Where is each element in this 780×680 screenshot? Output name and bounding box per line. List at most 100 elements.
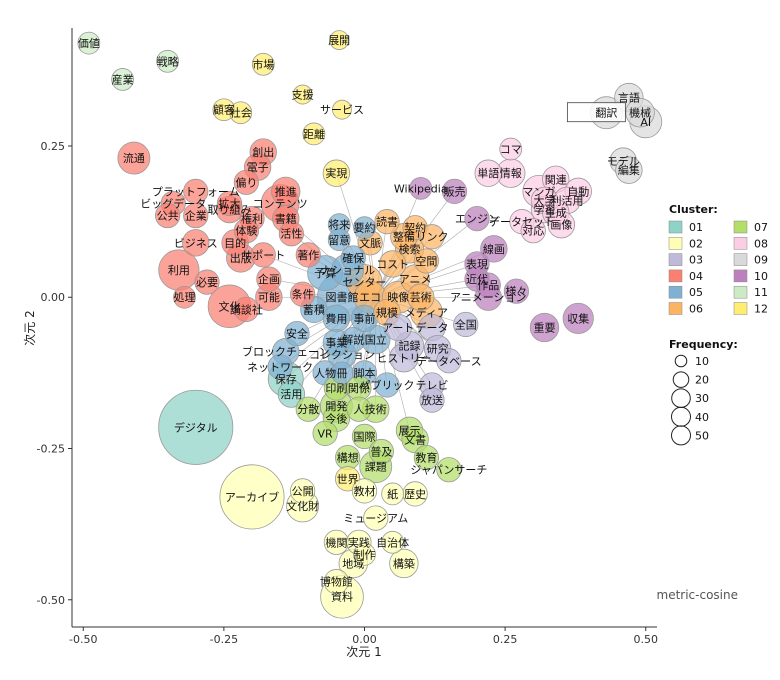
word-label-近代: 近代 <box>466 273 488 286</box>
word-label-コレクション: コレクション <box>309 349 375 362</box>
bubble-教育 <box>413 444 439 471</box>
cluster-label-01: 01 <box>689 221 703 234</box>
bubble-サポート <box>250 242 276 268</box>
word-label-文書: 文書 <box>404 432 426 446</box>
word-label-事業: 事業 <box>325 337 347 350</box>
bubble-空間 <box>413 248 439 274</box>
size-label-10: 10 <box>695 355 709 368</box>
cluster-swatch-02 <box>668 237 683 250</box>
size-circle-50 <box>671 425 691 446</box>
word-label-アニメ: アニメ <box>399 273 432 286</box>
word-label-国立: 国立 <box>365 333 387 347</box>
word-label-留意: 留意 <box>328 233 350 247</box>
axes: -0.50 -0.25 0.00 0.25 0.50 -0.50 -0.25 0.00 0.2… <box>23 28 658 659</box>
word-label-事前: 事前 <box>354 311 376 325</box>
word-label-必要: 必要 <box>196 276 218 289</box>
word-label-社会: 社会 <box>230 106 252 120</box>
word-label-産業: 産業 <box>112 73 134 86</box>
word-label-利用: 利用 <box>168 264 190 277</box>
word-label-検索: 検索 <box>399 242 421 256</box>
word-label-エンジン: エンジン <box>455 213 499 226</box>
word-label-研究: 研究 <box>427 342 449 356</box>
bubble-Wikipedia <box>409 176 433 200</box>
metric-annotation: metric-cosine <box>657 588 739 602</box>
word-label-流通: 流通 <box>123 151 145 165</box>
cluster-label-07: 07 <box>754 221 768 234</box>
x-tick-label: 0.25 <box>493 633 518 646</box>
word-label-機関: 機関 <box>325 535 347 549</box>
cluster-label-11: 11 <box>754 286 768 299</box>
bubble-留意 <box>327 228 351 252</box>
word-label-取り組み: 取り組み <box>208 204 252 217</box>
word-label-ミュージアム: ミュージアム <box>343 512 408 525</box>
word-label-自動: 自動 <box>567 184 589 198</box>
bubble-戦略 <box>156 49 179 73</box>
word-label-利活用: 利活用 <box>551 194 584 207</box>
word-label-予算: 予算 <box>314 266 336 280</box>
cluster-label-05: 05 <box>689 286 703 299</box>
cluster-swatch-04 <box>668 269 683 283</box>
word-label-プラットフォーム: プラットフォーム <box>152 185 240 198</box>
word-label-博物館: 博物館 <box>320 575 353 589</box>
cluster-swatch-05 <box>668 285 683 299</box>
word-label-公開: 公開 <box>292 485 314 498</box>
word-label-創出: 創出 <box>252 145 274 159</box>
bubble-解説 <box>340 327 366 353</box>
word-label-関連: 関連 <box>545 172 567 186</box>
bubble-偏り <box>233 169 259 195</box>
word-label-技術: 技術 <box>365 403 387 416</box>
word-label-ヒストリー: ヒストリー <box>376 352 431 365</box>
word-label-歴史: 歴史 <box>404 488 426 501</box>
bubble-画像 <box>547 210 576 239</box>
x-tick-label: 0.50 <box>634 633 659 646</box>
size-label-20: 20 <box>695 374 709 387</box>
word-label-ビッグデータ: ビッグデータ <box>140 196 206 210</box>
bubble-安全 <box>284 320 310 347</box>
bubble-販売 <box>441 178 468 204</box>
word-label-Wikipedia: Wikipedia <box>394 182 448 195</box>
word-label-アーカイブ: アーカイブ <box>225 490 279 504</box>
word-label-ビジネス: ビジネス <box>174 237 218 250</box>
bubble-公共 <box>155 202 181 229</box>
word-label-蓄積: 蓄積 <box>303 302 325 316</box>
word-label-読書: 読書 <box>376 215 398 229</box>
bubble-産業 <box>111 68 134 91</box>
word-label-VR: VR <box>318 427 334 440</box>
bubble-関連 <box>542 165 570 193</box>
word-label-推進: 推進 <box>275 184 297 198</box>
cluster-legend-items: 01 02 03 04 05 06 07 08 09 10 11 12 <box>668 220 768 316</box>
bubble-サービス <box>332 99 352 120</box>
word-label-言語: 言語 <box>618 91 640 105</box>
word-label-可能: 可能 <box>258 290 280 304</box>
bubble-公開 <box>290 478 316 504</box>
bubble-layer <box>77 30 663 619</box>
word-label-人物: 人物 <box>314 366 336 380</box>
bubble-処理 <box>173 285 196 309</box>
x-tick-label: 0.00 <box>352 633 377 646</box>
cluster-label-04: 04 <box>689 270 703 283</box>
word-label-企業: 企業 <box>185 209 207 223</box>
word-label-対応: 対応 <box>522 224 544 238</box>
x-tick-label: -0.50 <box>69 633 97 646</box>
word-label-戦略: 戦略 <box>157 54 179 68</box>
word-label-公共: 公共 <box>157 210 179 223</box>
cluster-label-09: 09 <box>754 254 768 267</box>
bubble-放送 <box>419 387 445 413</box>
cluster-label-06: 06 <box>689 303 703 316</box>
word-label-様-: 様々 <box>505 284 527 298</box>
word-label-世界: 世界 <box>337 473 359 486</box>
word-label-ブロックチェーン: ブロックチェーン <box>242 345 329 359</box>
word-label-人: 人 <box>353 403 364 416</box>
word-label-活性: 活性 <box>280 227 302 241</box>
word-label-芸術: 芸術 <box>410 291 432 304</box>
word-label-紙: 紙 <box>387 487 398 501</box>
word-label-ナショナル: ナショナル <box>320 264 375 277</box>
bubble-展開 <box>329 30 350 51</box>
cluster-label-08: 08 <box>754 237 768 250</box>
word-label-制作: 制作 <box>354 548 376 561</box>
bubble-重要 <box>529 312 560 343</box>
cluster-swatch-12 <box>733 302 748 315</box>
word-label-データセット: データセット <box>489 215 555 229</box>
bubble-制作 <box>353 543 376 566</box>
